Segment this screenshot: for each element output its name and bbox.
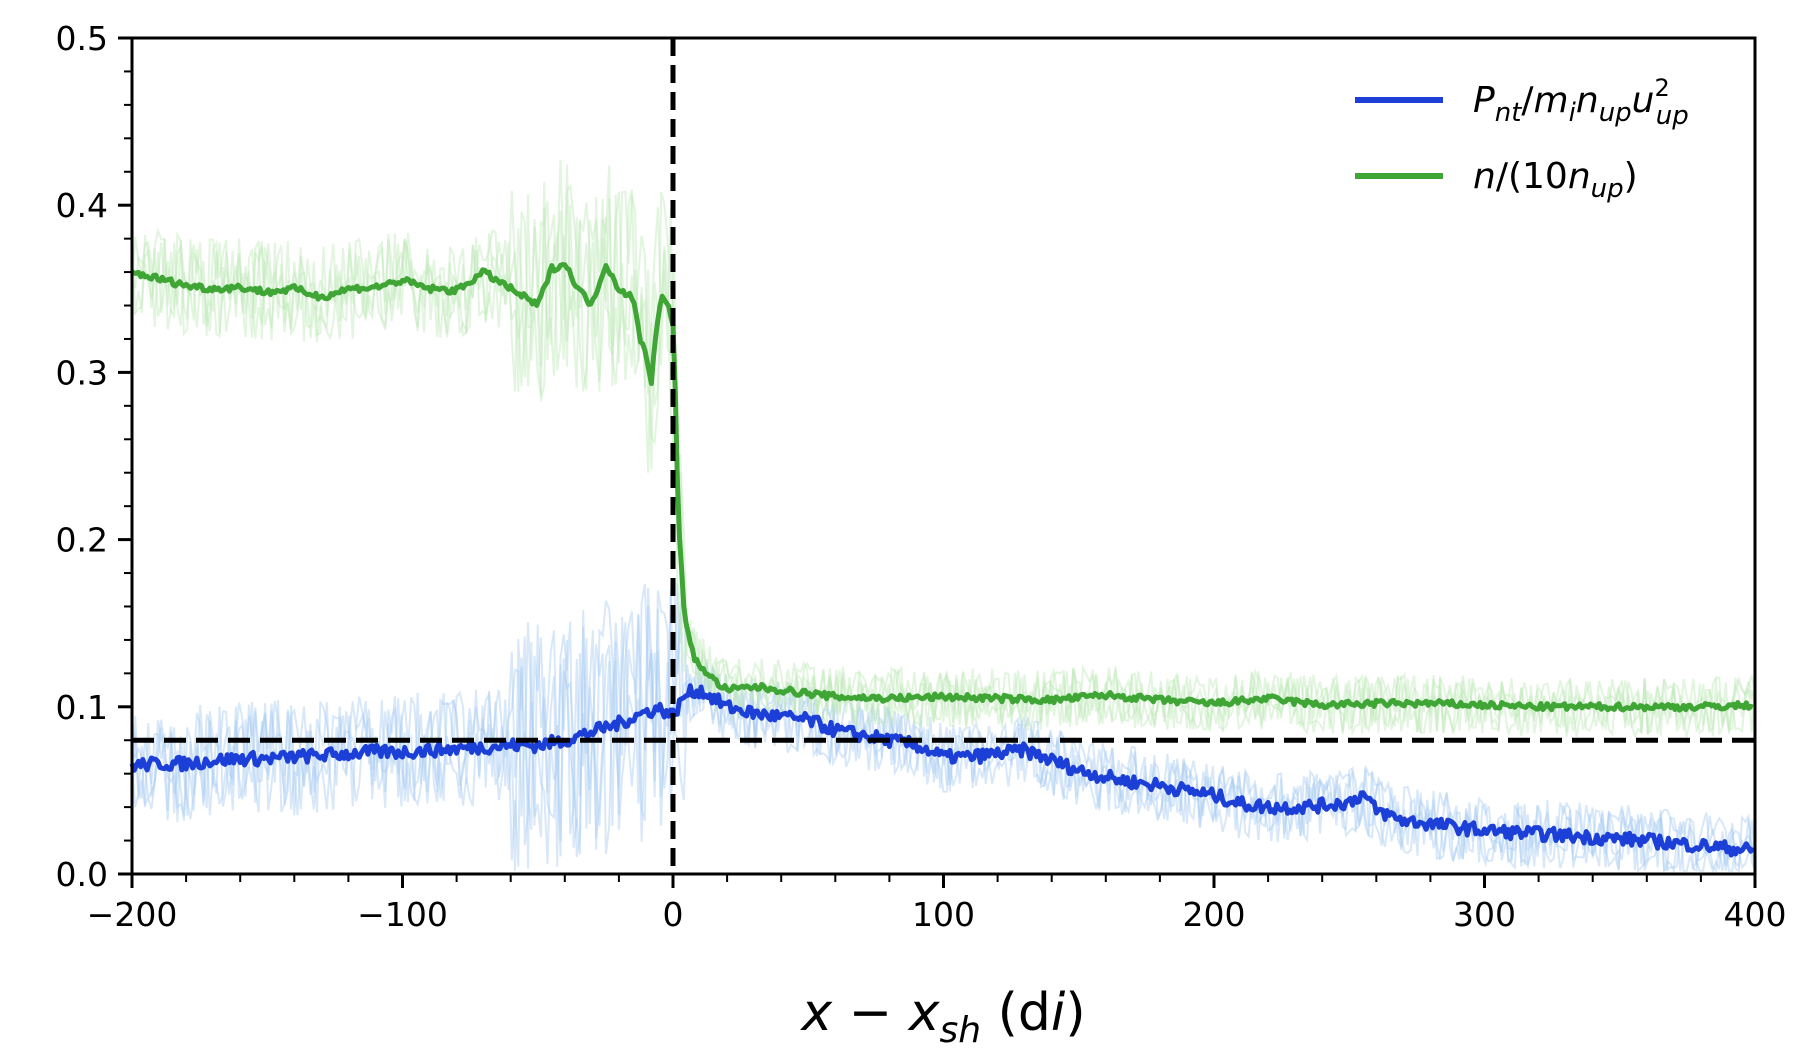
axis-ticks	[118, 36, 1757, 888]
legend-pnt-n: n	[1576, 80, 1599, 121]
reference-lines	[132, 38, 1755, 874]
y-tick-label: 0.1	[56, 688, 108, 727]
legend-n-mid: /(10	[1496, 156, 1568, 197]
legend-pnt-u-sup: 2	[1655, 74, 1670, 102]
noise-bands	[131, 159, 1756, 875]
x-tick-label: 100	[912, 895, 975, 934]
x-tick-label: 200	[1183, 895, 1246, 934]
y-tick-label: 0.5	[56, 19, 108, 58]
series-layer	[129, 262, 1755, 858]
legend-label-pnt: Pnt/minupu2 up	[1473, 74, 1689, 131]
legend-pnt-n-sub: up	[1599, 98, 1632, 128]
x-axis-label-tail-close: )	[1065, 983, 1085, 1043]
x-axis-label-sub: sh	[940, 1010, 982, 1050]
legend-n-n2: n	[1568, 156, 1591, 197]
x-axis-label-tail-open: (d	[981, 983, 1051, 1043]
series-line-0	[129, 683, 1755, 858]
legend-n-n: n	[1473, 156, 1496, 197]
y-tick-label: 0.3	[56, 353, 108, 392]
x-axis-label-base: x − x	[799, 983, 940, 1043]
legend-n-close: )	[1624, 156, 1638, 197]
legend-pnt-m: m	[1534, 80, 1569, 121]
series-line-1	[130, 262, 1754, 713]
x-tick-label: 300	[1453, 895, 1516, 934]
x-tick-label: −200	[87, 895, 178, 934]
y-tick-label: 0.2	[56, 521, 108, 560]
y-tick-label: 0.4	[56, 186, 108, 225]
y-tick-label: 0.0	[56, 855, 108, 894]
x-tick-label: 400	[1724, 895, 1787, 934]
legend-pnt-u-sub: up	[1656, 101, 1689, 131]
x-axis-label-tail-sub: i	[1051, 983, 1066, 1043]
legend: Pnt/minupu2 up n/(10nup)	[1355, 74, 1689, 204]
series-1-noise-trace-1	[131, 181, 1756, 737]
series-0-noise-trace-3	[131, 587, 1756, 874]
series-1-noise-trace-2	[131, 164, 1756, 737]
legend-label-n: n/(10nup)	[1473, 156, 1638, 204]
series-1-noise-trace-0	[131, 190, 1756, 740]
legend-pnt-p-sub: nt	[1495, 98, 1522, 128]
series-1-noise-trace-3	[131, 159, 1756, 737]
legend-n-n2-sub: up	[1591, 174, 1624, 204]
axis-tick-labels: −200 −100 0 100 200 300 400 0.0 0.1 0.2 0.3 0.4 0.5	[56, 19, 1787, 934]
x-tick-label: −100	[357, 895, 448, 934]
legend-pnt-u: u	[1632, 80, 1655, 121]
legend-pnt-m-sub: i	[1569, 98, 1577, 128]
legend-pnt-p: P	[1473, 80, 1495, 121]
legend-pnt-slash: /	[1521, 80, 1534, 121]
series-0-noise-trace-0	[131, 584, 1756, 875]
x-axis-label: x − xsh (di)	[799, 983, 1085, 1050]
x-tick-label: 0	[663, 895, 684, 934]
